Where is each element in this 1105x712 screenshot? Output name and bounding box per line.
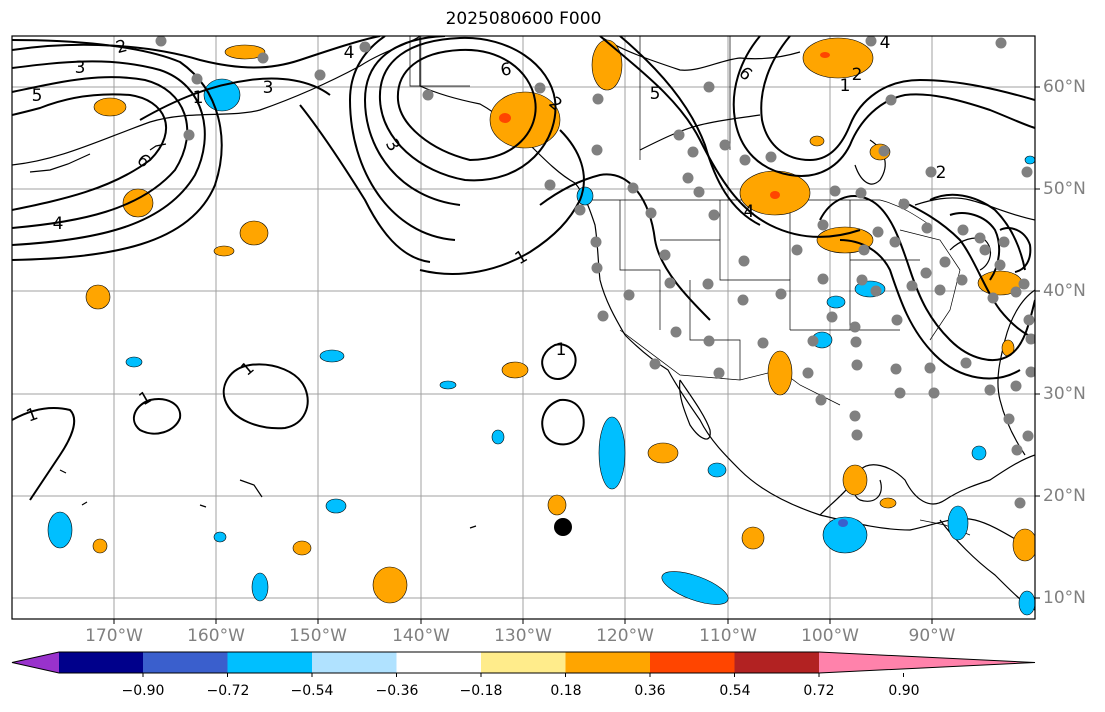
lat-label: 60°N <box>1043 77 1086 97</box>
contour-label: 5 <box>32 86 43 106</box>
contour-label: 3 <box>263 78 274 98</box>
borders <box>409 36 971 536</box>
colorbar-extend-high <box>819 652 1035 673</box>
colorbar <box>11 651 1036 677</box>
lat-label: 50°N <box>1043 179 1086 199</box>
contour-label: 2 <box>852 65 863 85</box>
contours <box>12 36 1035 501</box>
lon-label: 130°W <box>494 626 552 646</box>
contour-label: 4 <box>880 33 891 53</box>
lat-label: 20°N <box>1043 486 1086 506</box>
contour-label: 4 <box>344 43 355 63</box>
contour-label: 3 <box>75 58 86 78</box>
strong-negative-anomalies <box>838 519 848 527</box>
contour-label: 4 <box>744 202 755 222</box>
lat-label: 10°N <box>1043 588 1086 608</box>
contour-label: 4 <box>53 214 64 234</box>
colorbar-tick-label: 0.18 <box>550 683 582 699</box>
colorbar-tick-label: 0.36 <box>634 683 666 699</box>
contour-label: 5 <box>650 84 661 104</box>
colorbar-tick-label: −0.72 <box>206 683 250 699</box>
contour-label: 1 <box>556 340 567 360</box>
colorbar-tick-label: −0.90 <box>121 683 165 699</box>
contour-label: 1 <box>193 88 204 108</box>
colorbar-tick-label: 0.72 <box>803 683 835 699</box>
colorbar-segment <box>481 652 566 673</box>
lon-label: 170°W <box>85 626 143 646</box>
colorbar-tick-label: 0.90 <box>888 683 920 699</box>
colorbar-segment <box>650 652 735 673</box>
lon-label: 140°W <box>392 626 450 646</box>
lon-label: 150°W <box>289 626 347 646</box>
positive-anomalies <box>85 37 1035 604</box>
colorbar-extend-low <box>12 652 59 673</box>
lon-label: 160°W <box>187 626 245 646</box>
contour-label: 6 <box>499 59 513 81</box>
colorbar-outline <box>11 651 1036 674</box>
lat-label: 30°N <box>1043 384 1086 404</box>
colorbar-segment <box>59 652 144 673</box>
lon-label: 110°W <box>699 626 757 646</box>
position-marker <box>554 518 572 536</box>
colorbar-tick-label: −0.54 <box>290 683 334 699</box>
lon-label: 120°W <box>596 626 654 646</box>
colorbar-segment <box>734 652 820 673</box>
contour-label: 1 <box>840 76 851 96</box>
colorbar-segment <box>143 652 228 673</box>
map-title: 2025080600 F000 <box>445 9 602 29</box>
colorbar-segment <box>565 652 651 673</box>
lat-label: 40°N <box>1043 281 1086 301</box>
contour-label: 2 <box>114 36 130 58</box>
colorbar-segment <box>396 652 482 673</box>
colorbar-segment <box>227 652 313 673</box>
colorbar-tick-label: 0.54 <box>719 683 751 699</box>
lon-label: 90°W <box>908 626 956 646</box>
contour-label: 2 <box>936 163 947 183</box>
lon-label: 100°W <box>801 626 859 646</box>
negative-anomalies <box>47 78 1035 616</box>
station-markers <box>155 36 1035 509</box>
strong-positive-anomalies <box>499 52 830 199</box>
colorbar-tick-label: −0.18 <box>459 683 503 699</box>
colorbar-tick-label: −0.36 <box>375 683 419 699</box>
colorbar-segment <box>312 652 397 673</box>
